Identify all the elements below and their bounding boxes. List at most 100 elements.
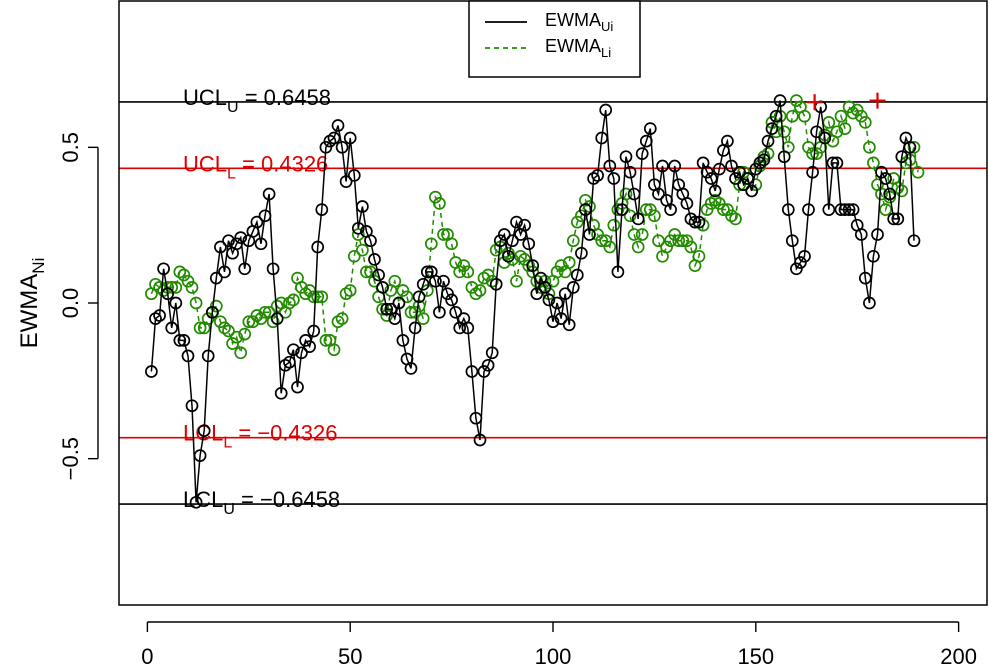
data-point-lower: [222, 324, 235, 338]
data-point-upper: [664, 203, 677, 216]
data-point-upper: [538, 281, 552, 294]
data-point-lower: [712, 197, 726, 210]
data-point-upper: [863, 296, 876, 310]
data-point-lower: [652, 234, 665, 248]
data-point-upper: [238, 262, 252, 276]
data-point-upper: [887, 212, 901, 226]
data-point-upper: [214, 240, 227, 254]
control-limit-label-lcl_u: LCLU = −0.6458: [183, 487, 340, 518]
data-point-upper: [356, 200, 369, 213]
data-point-upper: [392, 296, 406, 310]
data-point-upper: [437, 274, 450, 288]
data-point-upper: [729, 172, 742, 185]
data-point-lower: [457, 259, 471, 272]
data-point-lower: [863, 140, 876, 154]
data-point-upper: [489, 277, 503, 291]
data-point-upper: [765, 122, 779, 135]
data-point-lower: [408, 305, 422, 319]
data-point-lower: [481, 268, 495, 282]
data-point-upper: [846, 203, 860, 216]
data-point-upper: [798, 249, 811, 263]
data-point-upper: [834, 203, 848, 216]
data-point-lower: [680, 234, 694, 248]
data-point-upper: [794, 256, 807, 269]
data-point-upper: [854, 228, 868, 241]
data-point-lower: [181, 274, 195, 288]
data-point-lower: [806, 147, 819, 160]
data-point-upper: [777, 150, 791, 164]
data-point-upper: [404, 362, 418, 375]
data-point-upper: [757, 153, 771, 167]
data-point-lower: [380, 309, 394, 322]
data-point-upper: [903, 140, 917, 154]
series-line-lower: [150, 98, 919, 353]
data-point-upper: [283, 355, 296, 369]
data-point-upper: [607, 172, 621, 185]
data-point-upper: [871, 228, 884, 241]
data-point-upper: [891, 212, 905, 226]
data-point-upper: [773, 94, 787, 107]
data-point-lower: [416, 312, 430, 325]
data-point-upper: [603, 159, 617, 173]
data-point-lower: [307, 290, 321, 304]
data-point-upper: [838, 203, 852, 216]
x-tick-label: 100: [535, 644, 572, 669]
data-point-lower: [631, 240, 645, 254]
data-point-lower: [351, 228, 365, 241]
series-line-upper: [150, 100, 915, 503]
data-point-upper: [368, 253, 381, 266]
data-point-upper: [347, 169, 361, 182]
data-point-lower: [473, 284, 487, 297]
data-point-lower: [453, 265, 467, 279]
data-point-upper: [173, 334, 187, 347]
data-point-lower: [246, 315, 260, 329]
data-point-upper: [680, 197, 694, 210]
data-point-upper: [185, 399, 199, 413]
data-point-upper: [262, 187, 276, 201]
data-point-upper: [635, 147, 649, 160]
data-point-upper: [299, 334, 312, 347]
data-point-lower: [437, 228, 450, 241]
data-point-lower: [579, 193, 592, 207]
control-limit-label-ucl_l: UCLL = 0.4326: [183, 151, 328, 182]
data-point-upper: [343, 131, 357, 145]
data-point-upper: [611, 265, 625, 279]
data-point-upper: [157, 262, 170, 276]
data-point-upper: [266, 262, 280, 276]
data-point-upper: [858, 271, 872, 285]
data-point-upper: [721, 134, 734, 148]
data-point-lower: [834, 109, 848, 123]
data-point-upper: [502, 249, 515, 263]
data-point-lower: [234, 346, 248, 360]
data-point-lower: [668, 228, 682, 241]
data-point-upper: [416, 277, 430, 291]
data-point-lower: [777, 125, 791, 139]
data-point-upper: [412, 290, 426, 304]
data-point-upper: [303, 340, 316, 353]
data-point-lower: [461, 265, 475, 279]
data-point-upper: [826, 156, 840, 170]
data-point-upper: [570, 268, 584, 282]
data-point-upper: [493, 234, 507, 248]
x-tick-label: 0: [141, 644, 153, 669]
data-point-lower: [335, 312, 349, 325]
data-point-upper: [250, 215, 264, 229]
data-point-upper: [745, 184, 759, 198]
data-point-upper: [895, 150, 909, 164]
data-point-upper: [420, 265, 434, 279]
data-point-lower: [518, 253, 531, 266]
data-point-lower: [429, 190, 442, 204]
data-point-lower: [554, 259, 568, 272]
data-point-lower: [226, 337, 239, 350]
data-point-lower: [522, 259, 536, 272]
data-point-lower: [790, 94, 803, 107]
data-point-upper: [546, 315, 560, 329]
data-point-upper: [907, 234, 921, 248]
data-point-upper: [307, 324, 321, 338]
data-point-upper: [465, 365, 479, 378]
data-point-lower: [875, 187, 888, 201]
data-point-upper: [506, 234, 519, 248]
data-point-upper: [530, 287, 544, 301]
data-point-lower: [907, 140, 921, 154]
data-point-lower: [911, 165, 925, 179]
